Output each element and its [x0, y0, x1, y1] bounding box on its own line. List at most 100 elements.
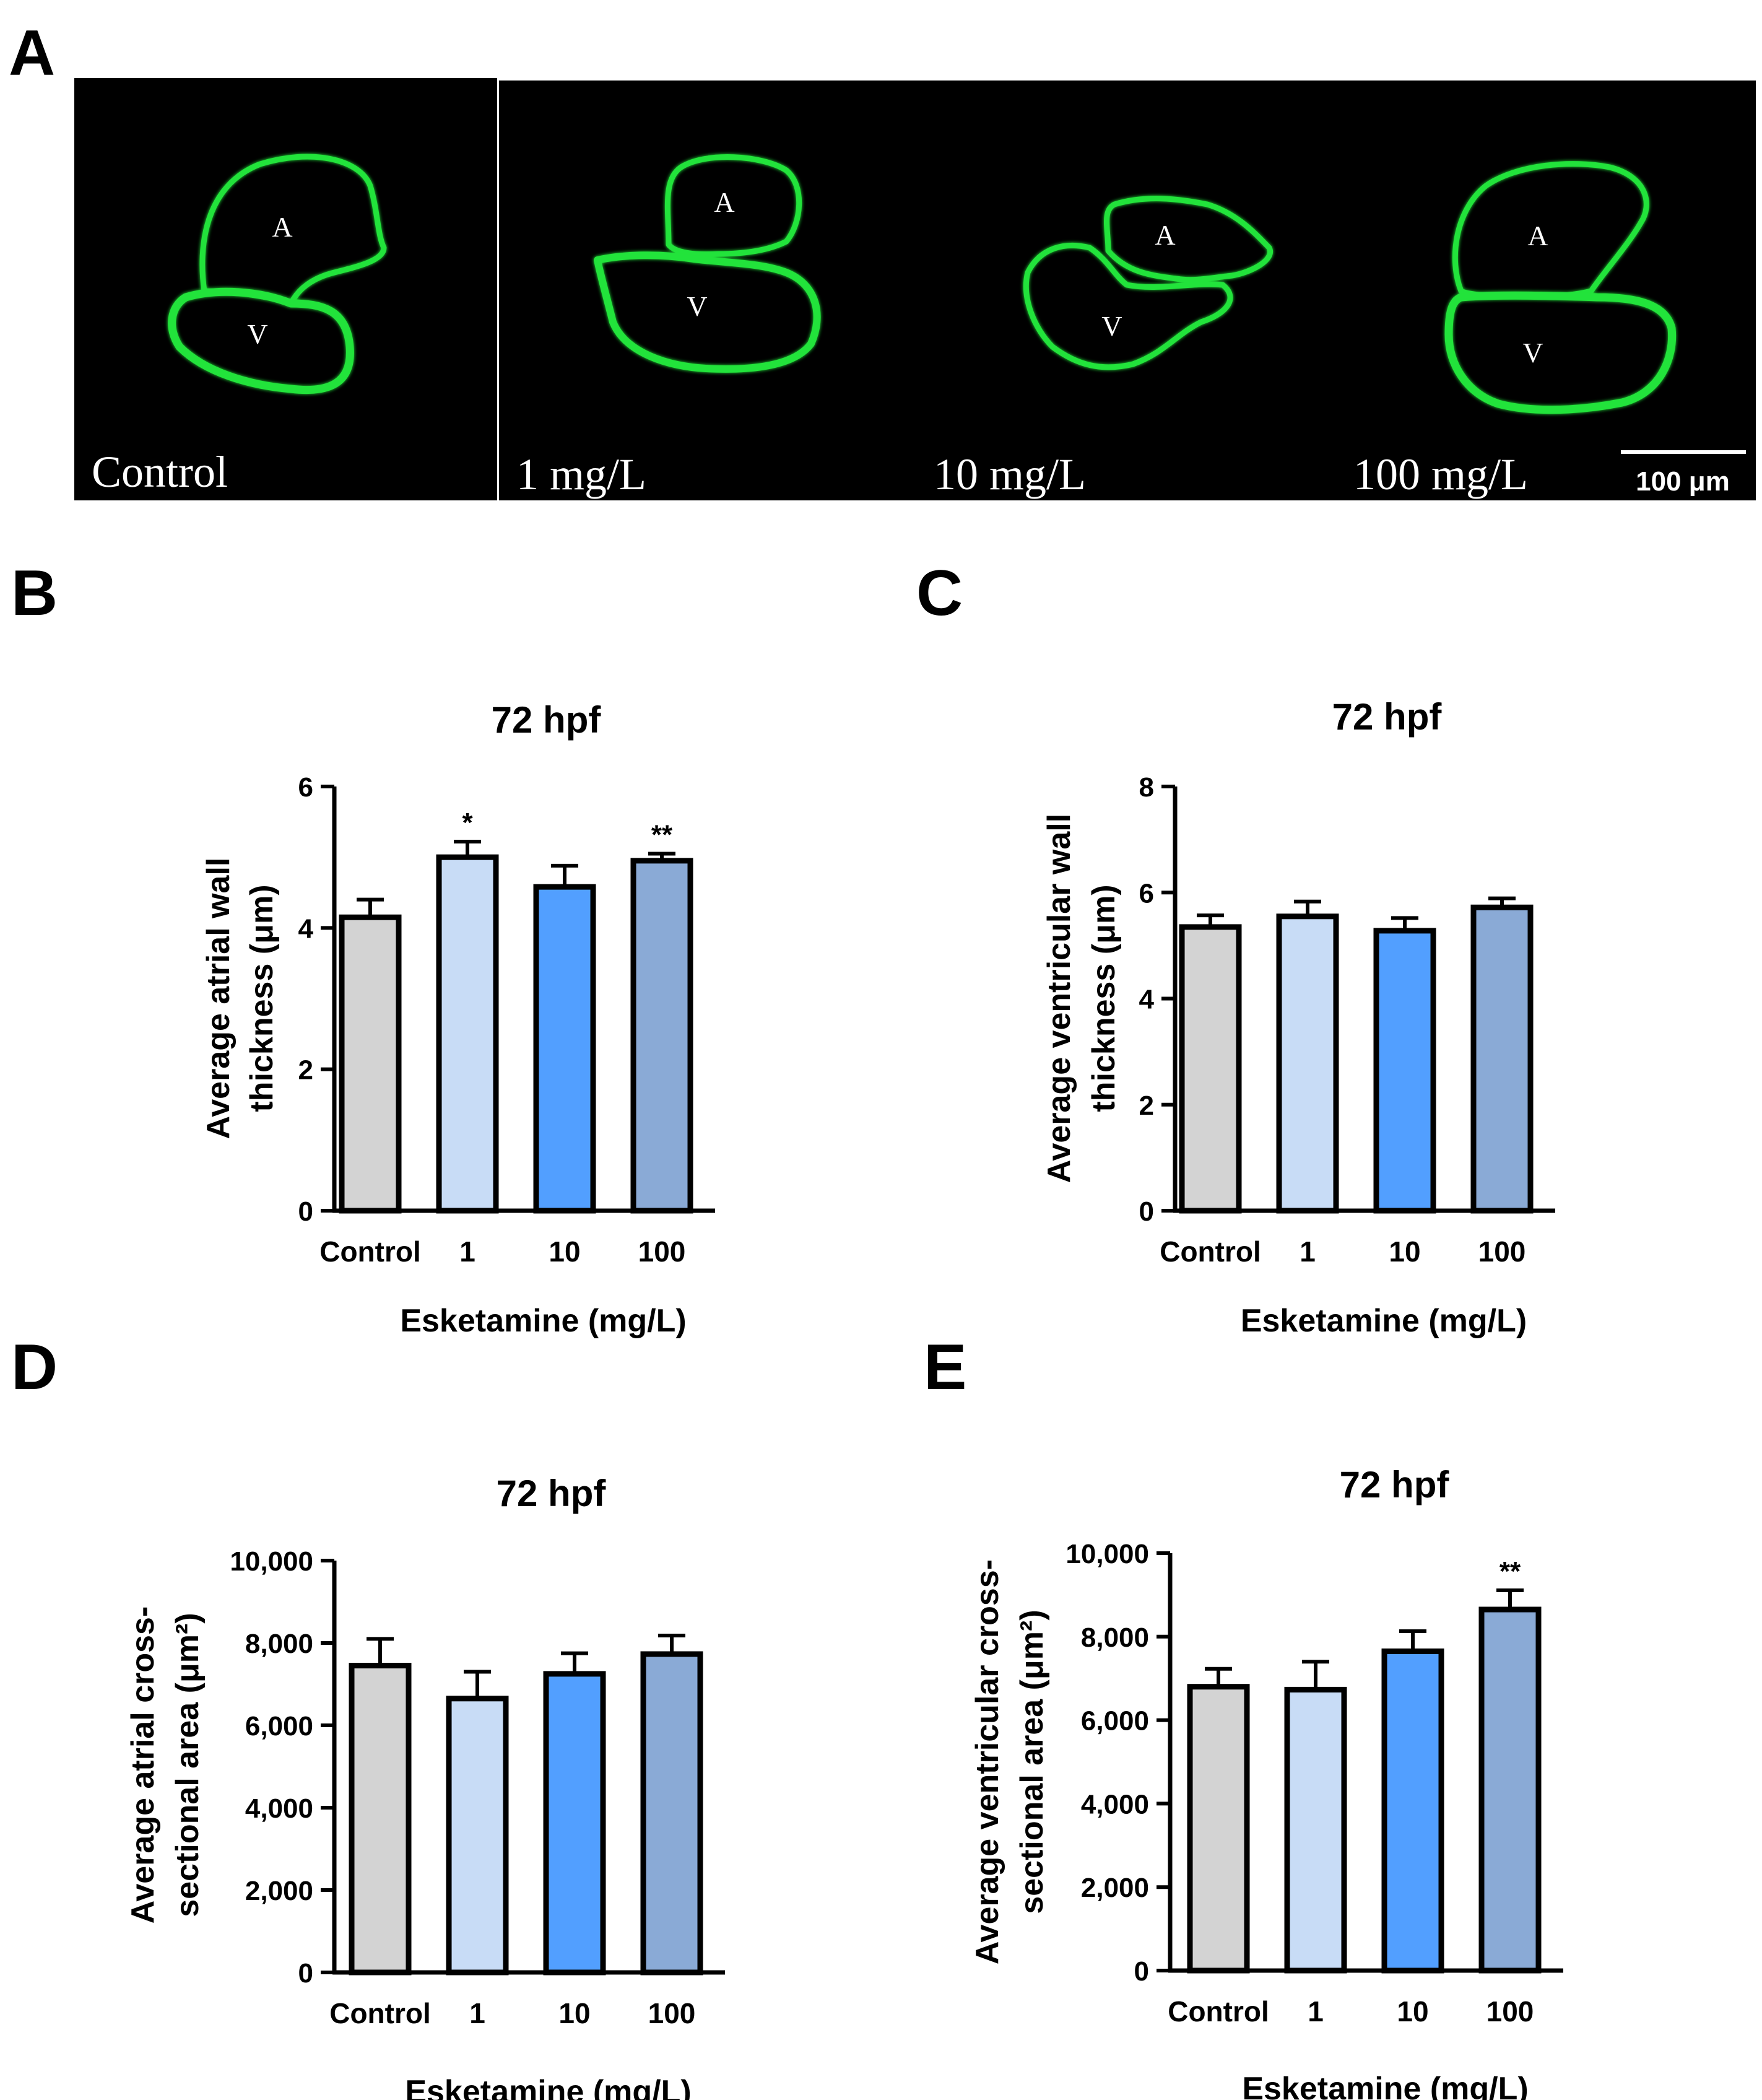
chart-b-title: 72 hpf [492, 699, 602, 741]
chart-c-ytick-label: 8 [1139, 772, 1154, 803]
chart-b-significance: ** [651, 819, 673, 850]
heart-100-ventricle [1444, 291, 1677, 414]
chart-e-ytick-label: 2,000 [1081, 1873, 1149, 1903]
chart-b-ytick-label: 0 [298, 1196, 313, 1227]
chart-e-category-label: 10 [1397, 1995, 1428, 2028]
chart-d-ytick-label: 2,000 [245, 1876, 313, 1906]
control-atrium-label: A [272, 211, 292, 243]
panel-letter-c: C [916, 557, 963, 629]
chart-b-bar-2 [533, 884, 596, 1214]
chart-b-bar-3 [630, 858, 693, 1214]
chart-b-xlabel: Esketamine (mg/L) [400, 1303, 686, 1339]
chart-c-ytick-label: 0 [1139, 1196, 1154, 1227]
chart-c-category-label: 100 [1478, 1235, 1526, 1268]
chart-d-ylabel-line-1: Average atrial cross- [125, 1606, 161, 1924]
10mg-atrium-label: A [1155, 219, 1175, 251]
chart-e-bar-1 [1284, 1686, 1347, 1974]
condition-label-control: Control [92, 447, 228, 497]
chart-d-ytick-label: 4,000 [245, 1793, 313, 1824]
chart-c-bar-1 [1276, 913, 1339, 1214]
chart-e-bar-0 [1187, 1684, 1250, 1974]
chart-c-category-label: Control [1160, 1235, 1261, 1268]
panel-letter-d: D [11, 1331, 58, 1403]
chart-e-ytick-label: 6,000 [1081, 1706, 1149, 1736]
chart-c-ylabel-line-2: thickness (μm) [1086, 884, 1122, 1112]
chart-b-category-label: 10 [549, 1235, 580, 1268]
chart-b-category-label: Control [319, 1235, 421, 1268]
chart-c-bar-3 [1470, 904, 1534, 1214]
chart-c-ytick-label: 4 [1139, 985, 1155, 1015]
heart-10-ventricle [1023, 242, 1233, 370]
chart-d-category-label: 1 [469, 1997, 485, 2029]
chart-b-ylabel-line-1: Average atrial wall [201, 858, 237, 1139]
chart-c-xlabel: Esketamine (mg/L) [1241, 1303, 1527, 1339]
control-ventricle-label: V [247, 318, 267, 350]
chart-b-category-label: 1 [459, 1235, 475, 1268]
chart-d-bar-3 [640, 1651, 703, 1976]
chart-d-category-label: 10 [558, 1997, 590, 2029]
chart-d-bar-1 [446, 1696, 509, 1976]
micrograph-panel-treated [499, 81, 1756, 500]
chart-c-ylabel-line-1: Average ventricular wall [1041, 814, 1077, 1183]
chart-c-category-label: 10 [1389, 1235, 1420, 1268]
heart-1-atrium [664, 154, 802, 257]
chart-e-ytick-label: 0 [1134, 1956, 1149, 1987]
chart-e-category-label: 100 [1486, 1995, 1534, 2028]
heart-1-ventricle [594, 251, 821, 373]
chart-e-bar-3 [1478, 1606, 1542, 1974]
panel-letter-b: B [11, 557, 58, 629]
chart-d-ytick-label: 6,000 [245, 1711, 313, 1741]
chart-b-ytick-label: 4 [298, 913, 314, 944]
panel-letter-e: E [924, 1331, 967, 1403]
chart-b-ylabel-line-2: thickness (μm) [244, 884, 280, 1112]
chart-d-bar-0 [349, 1663, 412, 1976]
heart-10-atrium [1104, 196, 1273, 283]
chart-b-significance: * [462, 808, 473, 838]
micrograph-strip: A V A V A V A V Control 1 mg/L 10 mg/L 1… [74, 78, 1756, 500]
chart-b-bar-0 [339, 914, 402, 1214]
heart-outlines [168, 154, 1677, 414]
chart-d-xlabel: Esketamine (mg/L) [405, 2074, 691, 2100]
chart-d-ytick-label: 8,000 [245, 1629, 313, 1659]
chart-e-significance: ** [1499, 1556, 1521, 1587]
chart-d-category-label: Control [329, 1997, 431, 2029]
chart-e-ytick-label: 4,000 [1081, 1789, 1149, 1819]
100mg-ventricle-label: V [1522, 337, 1543, 368]
chart-c-ytick-label: 6 [1139, 878, 1154, 908]
1mg-atrium-label: A [714, 186, 734, 218]
chart-e-bar-2 [1381, 1648, 1444, 1974]
chart-e-xlabel: Esketamine (mg/L) [1242, 2071, 1528, 2100]
panel-letter-a: A [9, 17, 56, 89]
micrograph-panel-control [74, 78, 497, 500]
chart-c-bar-2 [1373, 928, 1436, 1214]
chart-e-ytick-label: 10,000 [1065, 1539, 1149, 1569]
chart-d-category-label: 100 [648, 1997, 696, 2029]
chart-e-ylabel-line-1: Average ventricular cross- [970, 1559, 1005, 1964]
condition-label-1mg: 1 mg/L [516, 450, 646, 499]
chart-e-ytick-label: 8,000 [1081, 1623, 1149, 1653]
chart-c-ytick-label: 2 [1139, 1091, 1154, 1121]
chart-b-bar-1 [436, 854, 499, 1214]
chart-c-category-label: 1 [1300, 1235, 1316, 1268]
chart-c-bar-0 [1179, 924, 1242, 1214]
chart-d-ylabel-line-2: sectional area (μm²) [170, 1613, 206, 1917]
chart-b-ytick-label: 2 [298, 1055, 313, 1086]
condition-label-10mg: 10 mg/L [934, 450, 1086, 499]
chart-d-ytick-label: 10,000 [230, 1546, 313, 1577]
condition-label-100mg: 100 mg/L [1353, 450, 1528, 499]
chart-c-title: 72 hpf [1332, 696, 1443, 738]
chart-b-category-label: 100 [638, 1235, 686, 1268]
chart-d-bar-2 [543, 1671, 606, 1976]
100mg-atrium-label: A [1527, 220, 1548, 251]
chart-d-ytick-label: 0 [298, 1958, 313, 1989]
chart-e-category-label: Control [1168, 1995, 1269, 2028]
scale-bar-label: 100 μm [1636, 466, 1730, 497]
chart-e-ylabel-line-2: sectional area (μm²) [1014, 1610, 1050, 1914]
chart-e-category-label: 1 [1308, 1995, 1324, 2028]
10mg-ventricle-label: V [1101, 310, 1122, 342]
1mg-ventricle-label: V [687, 290, 707, 322]
heart-control-ventricle [168, 287, 354, 394]
chart-b-ytick-label: 6 [298, 772, 313, 803]
chart-e-title: 72 hpf [1340, 1464, 1450, 1505]
